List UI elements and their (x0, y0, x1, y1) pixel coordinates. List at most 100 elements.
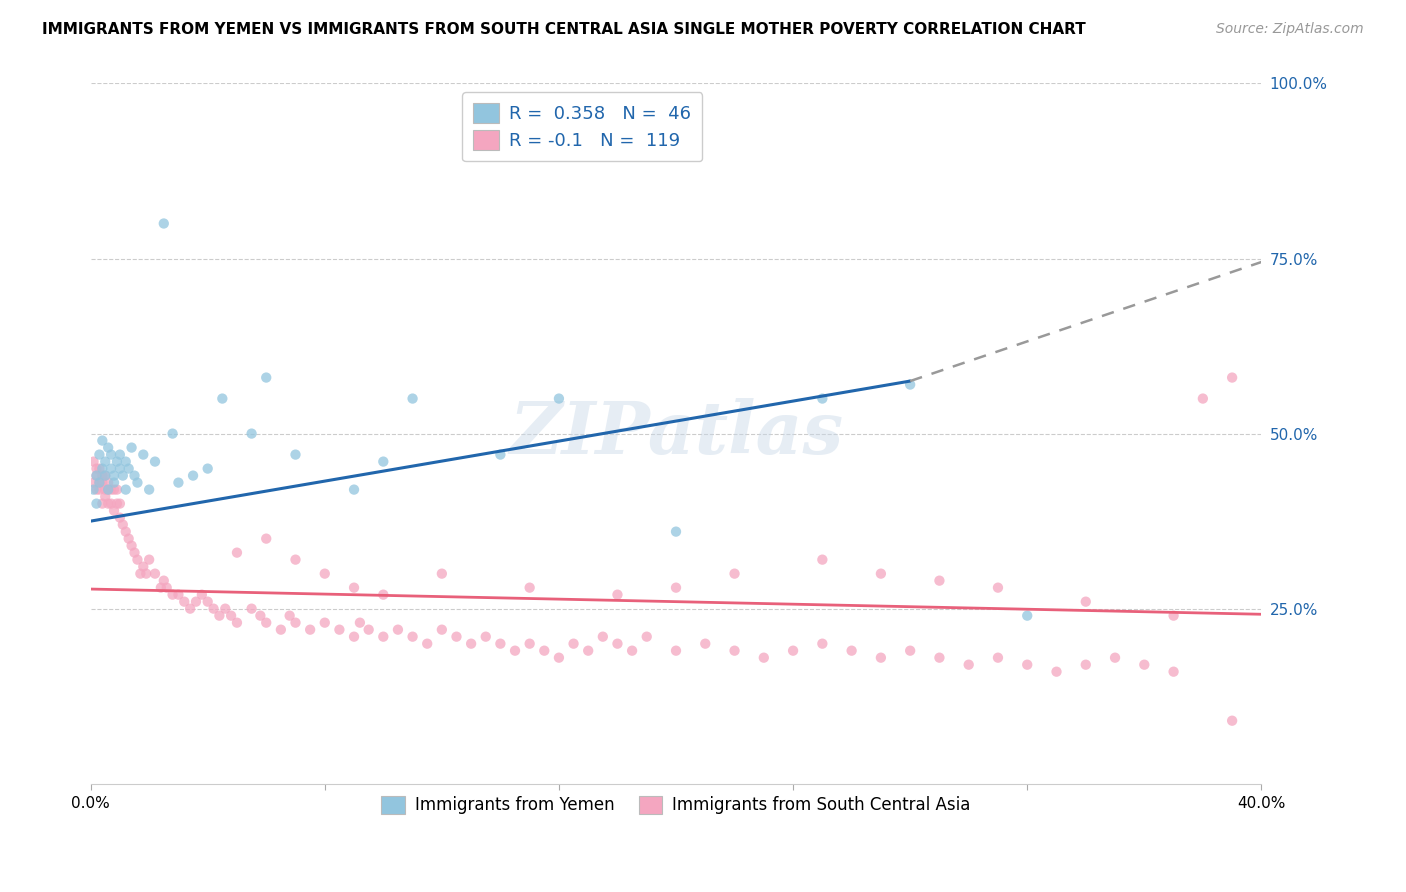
Point (143, 566, 166, 581)
Point (219, 608, 242, 623)
Point (1192, 392, 1215, 406)
Point (430, 623, 453, 637)
Point (132, 448, 155, 462)
Point (127, 552, 149, 566)
Point (86, 483, 108, 497)
Point (240, 426, 263, 441)
Point (135, 566, 157, 581)
Point (118, 532, 141, 546)
Point (343, 630, 366, 644)
Point (167, 588, 190, 602)
Point (105, 483, 128, 497)
Point (94, 468, 117, 483)
Point (401, 630, 423, 644)
Point (723, 643, 745, 657)
Point (270, 623, 292, 637)
Point (665, 643, 688, 657)
Point (83, 483, 105, 497)
Point (533, 643, 555, 657)
Point (928, 574, 950, 588)
Point (957, 657, 980, 672)
Point (111, 468, 134, 483)
Point (114, 454, 136, 468)
Point (254, 615, 277, 630)
Point (91, 434, 114, 448)
Point (278, 608, 301, 623)
Point (138, 483, 160, 497)
Point (373, 454, 395, 468)
Point (208, 608, 231, 623)
Point (254, 370, 277, 384)
Point (254, 532, 277, 546)
Point (1163, 665, 1185, 679)
Point (197, 595, 219, 609)
Point (114, 483, 136, 497)
Point (240, 601, 263, 615)
Point (118, 461, 141, 475)
Point (156, 581, 179, 595)
Point (1074, 595, 1097, 609)
Point (179, 601, 201, 615)
Point (928, 650, 950, 665)
Point (127, 475, 149, 490)
Point (86, 497, 108, 511)
Point (811, 637, 834, 651)
Point (606, 637, 628, 651)
Point (86, 468, 108, 483)
Text: IMMIGRANTS FROM YEMEN VS IMMIGRANTS FROM SOUTH CENTRAL ASIA SINGLE MOTHER POVERT: IMMIGRANTS FROM YEMEN VS IMMIGRANTS FROM… (42, 22, 1085, 37)
Point (91, 468, 114, 483)
Point (489, 448, 512, 462)
Point (91, 475, 114, 490)
Point (1045, 665, 1067, 679)
Point (214, 601, 236, 615)
Point (173, 595, 195, 609)
Point (519, 581, 541, 595)
Point (870, 566, 893, 581)
Point (124, 546, 146, 560)
Point (97, 441, 120, 455)
Point (314, 615, 336, 630)
Point (211, 392, 233, 406)
Point (100, 461, 122, 475)
Point (357, 623, 380, 637)
Point (89, 475, 111, 490)
Point (94, 483, 117, 497)
Point (665, 524, 688, 539)
Point (86, 468, 108, 483)
Point (548, 392, 571, 406)
Point (723, 566, 745, 581)
Point (105, 454, 128, 468)
Point (373, 630, 395, 644)
Point (373, 588, 395, 602)
Point (103, 468, 125, 483)
Point (1104, 650, 1126, 665)
Point (197, 461, 219, 475)
Point (97, 475, 120, 490)
Point (898, 377, 921, 392)
Point (898, 643, 921, 657)
Point (138, 552, 160, 566)
Point (1074, 657, 1097, 672)
Point (299, 623, 322, 637)
Point (97, 497, 120, 511)
Point (124, 468, 146, 483)
Point (1017, 657, 1039, 672)
Point (100, 483, 122, 497)
Legend: Immigrants from Yemen, Immigrants from South Central Asia: Immigrants from Yemen, Immigrants from S… (371, 786, 981, 824)
Point (349, 615, 371, 630)
Point (132, 559, 155, 574)
Point (548, 650, 571, 665)
Point (1133, 657, 1156, 672)
Point (89, 483, 111, 497)
Point (111, 517, 134, 532)
Point (184, 595, 207, 609)
Point (94, 454, 117, 468)
Point (191, 588, 214, 602)
Point (226, 615, 249, 630)
Point (181, 468, 204, 483)
Point (129, 566, 152, 581)
Point (576, 643, 599, 657)
Point (811, 392, 834, 406)
Point (1220, 370, 1243, 384)
Point (100, 448, 122, 462)
